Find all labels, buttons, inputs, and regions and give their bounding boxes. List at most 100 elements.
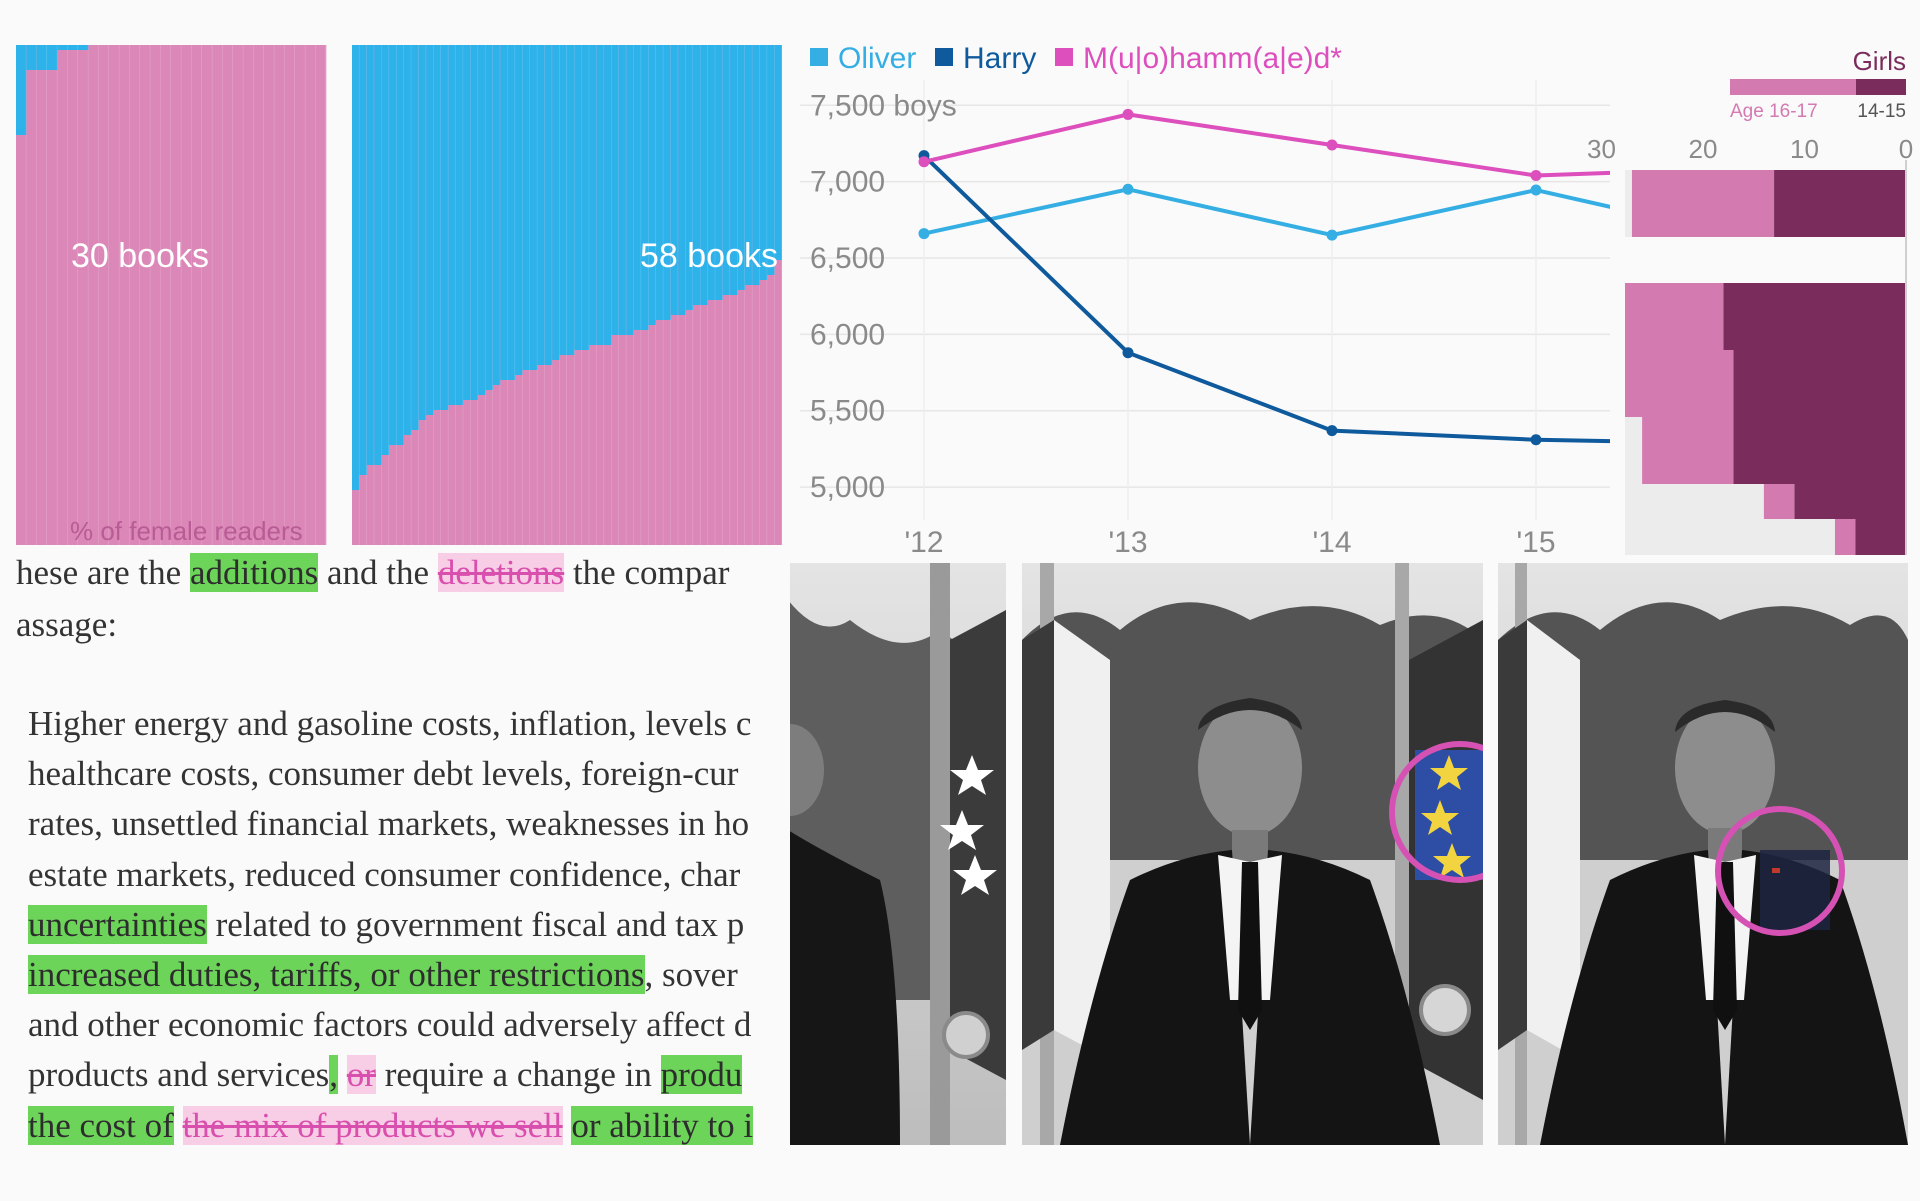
- book-male-share: [552, 45, 560, 360]
- book-male-share: [478, 45, 486, 395]
- passage-line: increased duties, tariffs, or other rest…: [28, 950, 753, 1000]
- diff-intro-line-1: hese are the additions and the deletions…: [16, 547, 729, 599]
- passage-line: healthcare costs, consumer debt levels, …: [28, 749, 753, 799]
- book-column: [774, 45, 782, 545]
- diff-passage: Higher energy and gasoline costs, inflat…: [28, 699, 754, 1151]
- book-column: [737, 45, 746, 545]
- series-point: [1122, 108, 1134, 120]
- book-column: [150, 45, 162, 545]
- book-male-share: [730, 45, 738, 295]
- book-female-share: [759, 45, 768, 545]
- diff-intro: hese are the additions and the deletions…: [16, 547, 729, 651]
- book-column: [140, 45, 151, 545]
- x-tick-label: '13: [1108, 526, 1147, 559]
- book-male-share: [485, 45, 494, 390]
- book-male-share: [544, 45, 553, 365]
- book-column: [36, 45, 48, 545]
- series-0: [918, 183, 1610, 241]
- book-male-share: [604, 45, 612, 345]
- book-column: [626, 45, 635, 545]
- book-male-share: [366, 45, 375, 465]
- passage-line: rates, unsettled financial markets, weak…: [28, 799, 753, 849]
- diff-text: products and services: [28, 1055, 330, 1095]
- book-female-share: [243, 45, 255, 545]
- girls-age-chart: [1625, 160, 1910, 555]
- book-female-share: [47, 45, 58, 545]
- book-column: [693, 45, 701, 545]
- book-male-share: [693, 45, 701, 305]
- book-female-share: [744, 45, 753, 545]
- y-tick-label: 6,500: [810, 242, 885, 275]
- book-column: [57, 45, 69, 545]
- book-column: [767, 45, 776, 545]
- book-male-share: [67, 45, 79, 50]
- book-column: [389, 45, 397, 545]
- diff-intro-line-2: assage:: [16, 605, 118, 644]
- line-chart-y-axis: 5,000 5,500 6,000 6,500 7,000 7,500 boys: [810, 89, 957, 504]
- series-line: [923, 187, 1610, 238]
- legend-label: Harry: [963, 42, 1036, 75]
- book-column: [233, 45, 244, 545]
- girls-x-tick: 0: [1899, 134, 1913, 164]
- book-column: [418, 45, 427, 545]
- series-point: [1122, 183, 1134, 195]
- book-column: [752, 45, 761, 545]
- girls-x-axis: 30 20 10 0: [1587, 134, 1913, 164]
- book-female-share: [737, 45, 746, 545]
- book-column: [559, 45, 568, 545]
- book-column: [500, 45, 509, 545]
- portrait-photo-3: [1498, 563, 1908, 1145]
- book-male-share: [759, 45, 768, 280]
- book-male-share: [78, 45, 89, 50]
- girls-bar-14-15: [1855, 519, 1906, 555]
- book-column: [305, 45, 317, 545]
- diff-text: healthcare costs, consumer debt levels, …: [28, 754, 739, 794]
- books-panel-right: [352, 45, 782, 545]
- diff-text: estate markets, reduced consumer confide…: [28, 854, 741, 894]
- book-male-share: [389, 45, 397, 445]
- book-column: [191, 45, 203, 545]
- book-column: [707, 45, 716, 545]
- book-column: [611, 45, 620, 545]
- addition-highlight: increased duties, tariffs, or other rest…: [28, 955, 645, 995]
- addition-highlight: uncertainties: [28, 904, 207, 944]
- passage-line: the cost of the mix of products we sell …: [28, 1101, 754, 1151]
- book-column: [366, 45, 375, 545]
- book-column: [759, 45, 768, 545]
- book-column: [544, 45, 553, 545]
- book-male-share: [648, 45, 657, 325]
- book-female-share: [284, 45, 296, 545]
- book-column: [478, 45, 486, 545]
- book-column: [98, 45, 110, 545]
- diff-text: related to government fiscal and tax p: [206, 904, 745, 944]
- book-male-share: [455, 45, 464, 405]
- book-male-share: [359, 45, 368, 475]
- diff-text: Higher energy and gasoline costs, inflat…: [28, 704, 752, 743]
- book-column: [470, 45, 479, 545]
- book-male-share: [36, 45, 48, 70]
- legend-label: M(u|o)hamm(a|e)d*: [1083, 42, 1342, 75]
- book-female-share: [202, 45, 213, 545]
- series-point: [1326, 425, 1338, 437]
- series-point: [1530, 434, 1542, 446]
- diff-text: hese are the: [16, 553, 190, 592]
- book-column: [700, 45, 709, 545]
- book-column: [455, 45, 464, 545]
- x-tick-label: '14: [1312, 526, 1351, 559]
- girls-legend-dark: 14-15: [1857, 101, 1906, 122]
- book-column: [537, 45, 546, 545]
- book-column: [129, 45, 141, 545]
- book-male-share: [715, 45, 724, 300]
- book-column: [253, 45, 265, 545]
- series-point: [1326, 139, 1338, 151]
- book-column: [485, 45, 494, 545]
- book-column: [315, 45, 327, 545]
- girls-bar-16-17: [1834, 519, 1856, 555]
- book-column: [109, 45, 120, 545]
- book-male-share: [567, 45, 575, 355]
- book-male-share: [433, 45, 442, 410]
- book-column: [574, 45, 583, 545]
- book-male-share: [700, 45, 709, 305]
- book-column: [374, 45, 383, 545]
